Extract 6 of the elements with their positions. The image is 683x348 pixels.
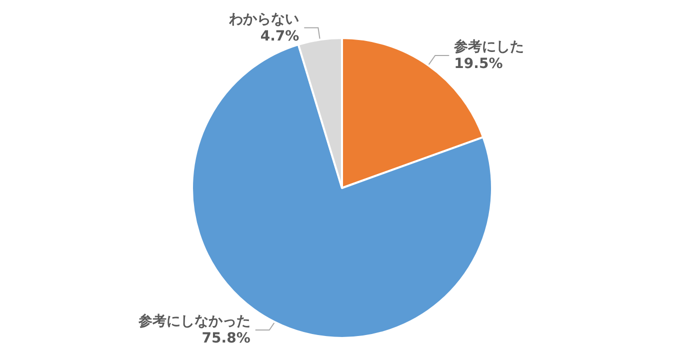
slice-label: 参考にした	[453, 38, 524, 55]
data-label: 4.7%	[260, 28, 300, 44]
data-label: 19.5%	[454, 56, 503, 72]
slice-label: わからない	[228, 11, 300, 28]
data-label: 75.8%	[202, 330, 250, 346]
slice-label: 参考にしなかった	[137, 312, 250, 330]
